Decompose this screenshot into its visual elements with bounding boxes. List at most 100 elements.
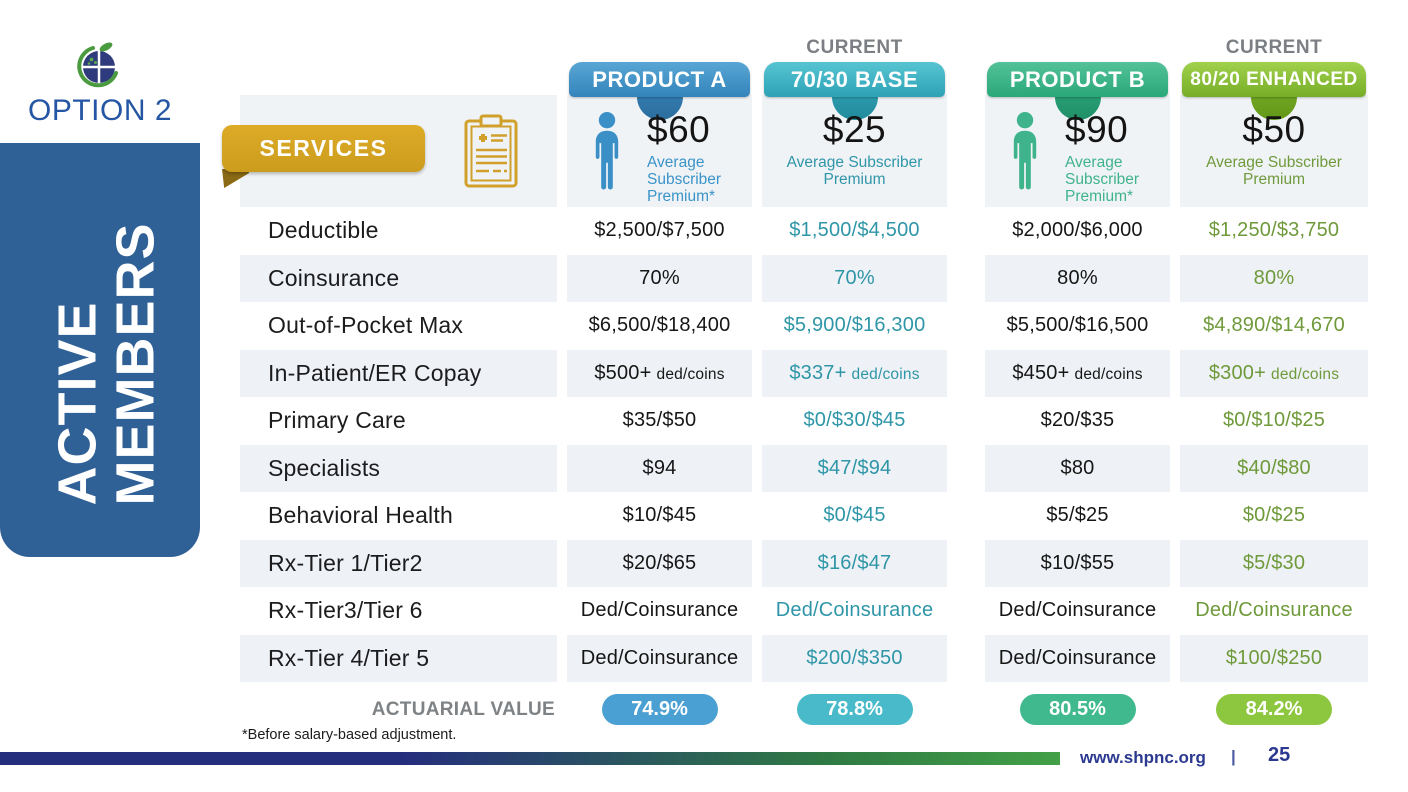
actuarial-pill-enhanced-80-20: 84.2% (1216, 694, 1332, 725)
row-label: Rx-Tier 1/Tier2 (240, 539, 557, 587)
footnote: *Before salary-based adjustment. (242, 727, 457, 743)
person-icon (1003, 111, 1047, 200)
value-cell: $0/$30/$45 (803, 409, 906, 431)
person-icon (585, 111, 629, 200)
value-cell: $80 (985, 444, 1170, 492)
value-cell: $5,500/$16,500 (1006, 314, 1149, 336)
value-cell: $337+ ded/coins (762, 349, 947, 397)
shp-apple-globe-logo (77, 42, 118, 88)
plan-header-text-product-a: $60 Average Subscriber Premium* (647, 109, 746, 205)
value-cell: 70% (567, 254, 752, 302)
value-cell: $20/$65 (567, 539, 752, 587)
premium-label: Average Subscriber Premium* (647, 154, 746, 205)
active-members-line1: ACTIVE (47, 301, 108, 506)
plan-tab-enhanced-80-20: 80/20 ENHANCED (1182, 62, 1366, 97)
row-label: Coinsurance (240, 254, 557, 302)
premium-label-line: Average (1065, 154, 1123, 171)
row-label: Rx-Tier3/Tier 6 (268, 597, 423, 623)
value-cell: $0/$45 (823, 504, 886, 526)
value-suffix: ded/coins (1271, 365, 1340, 383)
services-banner: SERVICES (222, 125, 425, 172)
actuarial-value-label: ACTUARIAL VALUE (371, 699, 555, 720)
value-cell: $47/$94 (762, 444, 947, 492)
row-label: In-Patient/ER Copay (240, 349, 557, 397)
row-label: Behavioral Health (268, 502, 453, 528)
value-main: $337+ (789, 361, 847, 384)
current-label-enhanced-80-20: CURRENT (1225, 37, 1323, 58)
footer-gradient-bar (0, 752, 1060, 765)
row-label: Primary Care (268, 407, 406, 433)
actuarial-pill-product-a: 74.9% (601, 694, 718, 725)
premium-price: $60 (647, 109, 711, 150)
row-label: Out-of-Pocket Max (268, 312, 464, 338)
value-cell: $2,000/$6,000 (1012, 219, 1143, 241)
value-suffix: ded/coins (656, 365, 725, 383)
premium-label-line: Premium (823, 171, 886, 188)
plan-header-text-product-b: $90 Average Subscriber Premium* (1065, 109, 1164, 205)
premium-label-line: Average (647, 154, 705, 171)
premium-label-line: Average Subscriber (1206, 154, 1342, 171)
option-label: OPTION 2 (27, 94, 173, 127)
value-cell: $100/$250 (1180, 634, 1368, 682)
value-cell: 70% (762, 254, 947, 302)
value-main: $300+ (1208, 361, 1266, 384)
value-cell: $40/$80 (1180, 444, 1368, 492)
active-members-label: ACTIVE MEMBERS (47, 222, 166, 506)
footer-url: www.shpnc.org (1080, 748, 1206, 767)
value-cell: Ded/Coinsurance (998, 599, 1157, 621)
premium-label-line: Average Subscriber (786, 154, 923, 171)
value-cell: $5/$30 (1180, 539, 1368, 587)
value-suffix: ded/coins (851, 365, 920, 383)
value-cell: $5/$25 (1046, 504, 1109, 526)
row-label: Rx-Tier 4/Tier 5 (240, 634, 557, 682)
value-cell: 80% (985, 254, 1170, 302)
value-cell: Ded/Coinsurance (1195, 599, 1353, 621)
footer-separator: | (1231, 747, 1236, 766)
value-cell: $4,890/$14,670 (1203, 314, 1345, 336)
value-cell: $1,250/$3,750 (1208, 219, 1340, 241)
value-cell: Ded/Coinsurance (567, 634, 752, 682)
premium-price: $50 (1242, 109, 1306, 150)
value-cell: $0/$10/$25 (1222, 409, 1326, 431)
value-main: $450+ (1012, 361, 1070, 384)
active-members-line2: MEMBERS (105, 222, 166, 506)
value-cell: $2,500/$7,500 (594, 219, 725, 241)
plan-header-text-enhanced-80-20: $50 Average Subscriber Premium (1180, 109, 1368, 188)
premium-price: $25 (822, 109, 887, 150)
value-cell: $6,500/$18,400 (588, 314, 731, 336)
premium-price: $90 (1065, 109, 1129, 150)
actuarial-pill-product-b: 80.5% (1019, 694, 1136, 725)
page-number: 25 (1268, 744, 1291, 766)
premium-label: Average Subscriber Premium (762, 154, 947, 188)
premium-label-line: Premium* (647, 188, 716, 205)
value-cell: $1,500/$4,500 (789, 219, 920, 241)
premium-label-line: Premium* (1065, 188, 1134, 205)
value-cell: $200/$350 (762, 634, 947, 682)
premium-label: Average Subscriber Premium* (1065, 154, 1164, 205)
value-cell: $35/$50 (622, 409, 697, 431)
value-cell: Ded/Coinsurance (985, 634, 1170, 682)
current-label-base-70-30: CURRENT (806, 37, 903, 58)
premium-label-line: Subscriber (1065, 171, 1140, 188)
value-cell: 80% (1180, 254, 1368, 302)
row-label: Deductible (268, 217, 379, 243)
value-cell: $16/$47 (762, 539, 947, 587)
active-members-panel: ACTIVE MEMBERS (0, 143, 200, 557)
value-cell: Ded/Coinsurance (775, 599, 934, 621)
actuarial-pill-base-70-30: 78.8% (796, 694, 913, 725)
value-cell: $94 (567, 444, 752, 492)
value-cell: $300+ ded/coins (1180, 349, 1368, 397)
value-cell: $0/$25 (1242, 504, 1306, 526)
plan-tab-product-a: PRODUCT A (569, 62, 750, 97)
value-cell: $10/$55 (985, 539, 1170, 587)
value-suffix: ded/coins (1074, 365, 1143, 383)
plan-tab-product-b: PRODUCT B (987, 62, 1168, 97)
value-cell: $20/$35 (1040, 409, 1115, 431)
premium-label-line: Premium (1242, 171, 1305, 188)
value-cell: $500+ ded/coins (567, 349, 752, 397)
premium-label-line: Subscriber (647, 171, 722, 188)
value-cell: Ded/Coinsurance (580, 599, 739, 621)
plan-tab-base-70-30: 70/30 BASE (764, 62, 945, 97)
value-main: $500+ (594, 361, 652, 384)
